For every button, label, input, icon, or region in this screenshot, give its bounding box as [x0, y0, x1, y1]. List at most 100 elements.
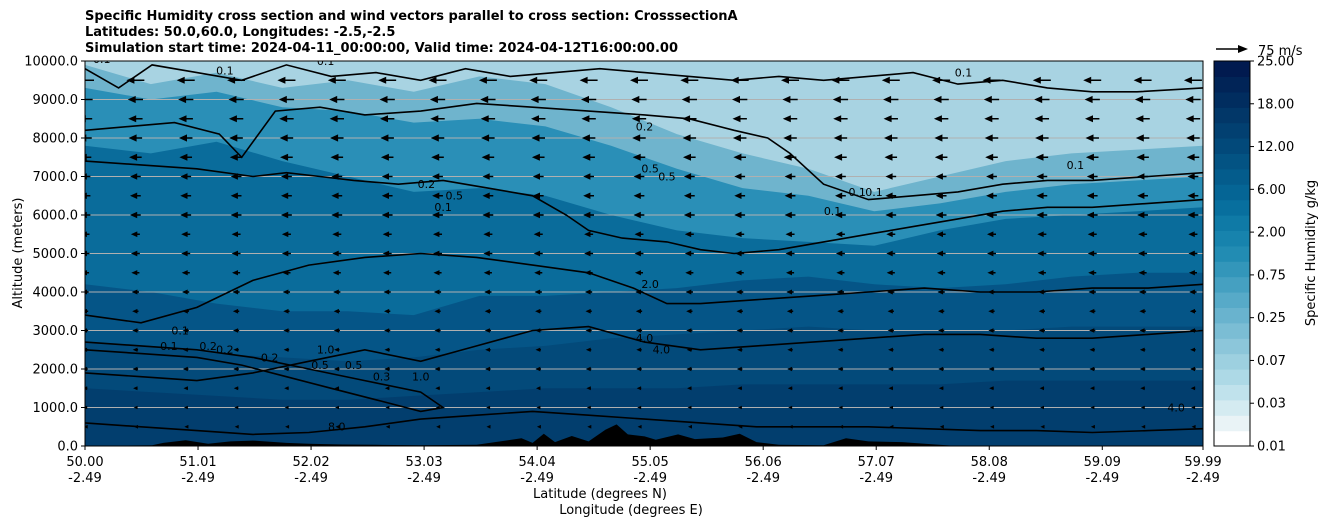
wind-vector	[883, 115, 898, 123]
wind-vector	[428, 76, 447, 84]
wind-vector	[1085, 115, 1100, 123]
wind-vector	[785, 231, 795, 238]
y-tick-label: 9000.0	[33, 93, 79, 108]
colorbar-tick-label: 12.00	[1257, 140, 1294, 155]
wind-vector	[788, 405, 793, 410]
wind-vector	[229, 134, 243, 142]
wind-vector	[178, 95, 194, 104]
wind-vector	[579, 76, 598, 84]
wind-vector	[383, 289, 391, 295]
wind-vector	[482, 192, 494, 199]
colorbar-segment	[1214, 91, 1250, 108]
wind-vector	[532, 192, 544, 199]
wind-vector	[737, 386, 742, 391]
wind-vector	[1087, 231, 1097, 238]
contour-label: 0.1	[160, 340, 178, 353]
wind-reference-label: 75 m/s	[1258, 44, 1303, 59]
wind-vector	[1187, 192, 1199, 199]
wind-vector	[737, 366, 743, 372]
wind-vector	[480, 95, 496, 104]
wind-vector	[988, 366, 995, 372]
wind-vector	[381, 192, 393, 199]
wind-vector	[1036, 192, 1048, 199]
wind-vector	[686, 328, 693, 333]
wind-vector	[1088, 270, 1097, 276]
wind-vector	[1085, 153, 1099, 161]
wind-vector	[884, 134, 898, 142]
wind-vector	[784, 192, 796, 199]
wind-vector	[1185, 95, 1201, 104]
wind-vector	[327, 76, 346, 84]
wind-vector	[732, 95, 748, 104]
wind-vector	[483, 270, 492, 276]
wind-vector	[531, 134, 545, 142]
x-axis-label-longitude: Longitude (degrees E)	[559, 503, 703, 518]
y-tick-label: 5000.0	[33, 247, 79, 262]
wind-vector	[179, 153, 193, 161]
wind-vector	[835, 211, 846, 219]
wind-vector	[585, 289, 593, 295]
wind-vector	[130, 250, 140, 257]
wind-vector	[128, 115, 143, 123]
title-line-3: Simulation start time: 2024-04-11_00:00:…	[85, 41, 678, 56]
wind-vector	[986, 173, 997, 180]
wind-vector	[583, 211, 595, 219]
wind-vector	[1085, 134, 1099, 142]
wind-vector	[585, 366, 592, 372]
wind-vector	[483, 250, 493, 257]
wind-vector	[281, 250, 291, 257]
colorbar-segment	[1214, 399, 1250, 416]
wind-vector	[1139, 289, 1147, 295]
contour-label: 0.3	[373, 371, 391, 384]
wind-vector	[482, 211, 494, 219]
colorbar-label: Specific Humidity g/kg	[1304, 180, 1319, 326]
wind-vector	[633, 173, 645, 180]
wind-vector	[833, 134, 848, 142]
wind-vector	[683, 153, 696, 161]
wind-vector	[284, 405, 289, 410]
wind-vector	[889, 405, 893, 410]
colorbar-segment	[1214, 153, 1250, 170]
wind-vector	[233, 347, 239, 352]
title-line-1: Specific Humidity cross section and wind…	[85, 9, 738, 24]
wind-vector	[935, 192, 947, 199]
wind-vector	[85, 405, 88, 410]
title-line-2: Latitudes: 50.0,60.0, Longitudes: -2.5,-…	[85, 25, 396, 40]
colorbar-segment	[1214, 307, 1250, 324]
contour-label: 0.5	[641, 163, 659, 176]
wind-vector	[786, 328, 794, 333]
wind-vector	[682, 134, 697, 142]
wind-vector	[630, 76, 648, 84]
wind-vector	[280, 153, 293, 161]
wind-vector	[583, 192, 595, 199]
wind-vector	[939, 424, 944, 429]
wind-vector	[730, 76, 749, 84]
x-tick-latitude: 56.06	[745, 455, 782, 470]
wind-vector	[786, 289, 794, 295]
wind-vector	[987, 270, 996, 276]
y-tick-label: 4000.0	[33, 286, 79, 301]
wind-vector	[734, 173, 746, 180]
wind-vector	[682, 115, 697, 123]
x-tick-longitude: -2.49	[633, 471, 667, 486]
wind-vector	[883, 95, 899, 104]
wind-vector	[631, 95, 647, 104]
wind-vector	[535, 366, 541, 372]
wind-vector	[232, 289, 240, 295]
colorbar-segment	[1214, 199, 1250, 216]
wind-vector	[632, 153, 646, 161]
wind-vector	[990, 424, 995, 429]
colorbar-segment	[1214, 338, 1250, 355]
x-tick-longitude: -2.49	[972, 471, 1006, 486]
wind-vector	[1089, 328, 1096, 333]
contour-label: 0.2	[261, 351, 279, 364]
wind-vector	[532, 211, 544, 219]
wind-vector	[1189, 289, 1197, 295]
colorbar-segment	[1214, 415, 1250, 432]
wind-vector	[184, 424, 189, 429]
wind-vector	[631, 115, 647, 123]
wind-vector	[283, 347, 290, 352]
colorbar-tick-label: 25.00	[1257, 55, 1294, 70]
x-tick-latitude: 52.02	[292, 455, 329, 470]
wind-vector	[481, 134, 495, 142]
